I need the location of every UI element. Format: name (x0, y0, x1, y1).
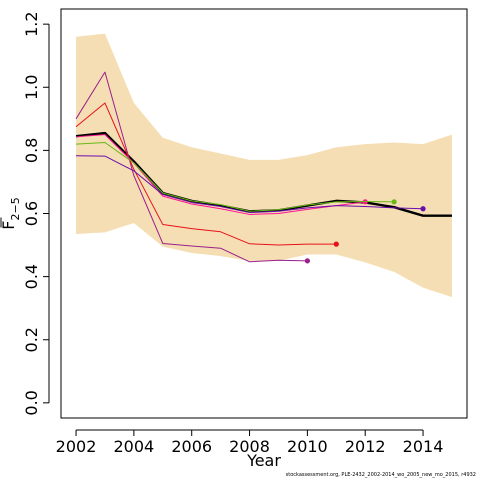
footnote: stockassessment.org, PLE-2432_2002-2014_… (285, 472, 476, 478)
x-tick-label: 2006 (171, 437, 212, 456)
confidence-band (76, 33, 452, 298)
x-tick-label: 2004 (114, 437, 155, 456)
x-tick-label: 2010 (287, 437, 328, 456)
series-line-4 (76, 141, 395, 212)
series-endpoint-5 (420, 206, 426, 212)
series-endpoint-4 (391, 199, 397, 205)
series-endpoint-1 (304, 258, 310, 264)
series-line-3 (75, 134, 366, 215)
plot-frame (60, 8, 468, 419)
y-tick-label: 0.4 (22, 264, 41, 289)
series-line-1 (75, 71, 308, 263)
series-line-5 (76, 155, 424, 214)
x-axis-title: Year (246, 451, 281, 470)
y-tick-label: 1.0 (22, 75, 41, 100)
confidence-band-area (76, 33, 452, 298)
x-tick-label: 2002 (56, 437, 97, 456)
y-tick-label: 0.2 (22, 327, 41, 352)
x-tick-label: 2012 (345, 437, 386, 456)
series-endpoint-2 (333, 241, 339, 247)
y-tick-label: 0.6 (22, 201, 41, 226)
series-line-2 (75, 102, 337, 246)
x-tick-label: 2014 (403, 437, 444, 456)
y-tick-label: 0.8 (22, 138, 41, 163)
x-tick-label: 2008 (229, 437, 270, 456)
y-axis: 0.0 0.2 0.4 0.6 0.8 1.0 1.2 (22, 11, 50, 416)
y-tick-label: 0.0 (22, 390, 41, 415)
y-axis-title: F2−5 (0, 197, 22, 229)
y-tick-label: 1.2 (22, 11, 41, 36)
series-lines (75, 71, 452, 264)
y-axis-title-base: F (0, 221, 18, 230)
y-axis-title-subscript: 2−5 (9, 197, 22, 220)
x-axis: 2002 2004 2006 2008 2010 2012 2014 (56, 429, 444, 456)
